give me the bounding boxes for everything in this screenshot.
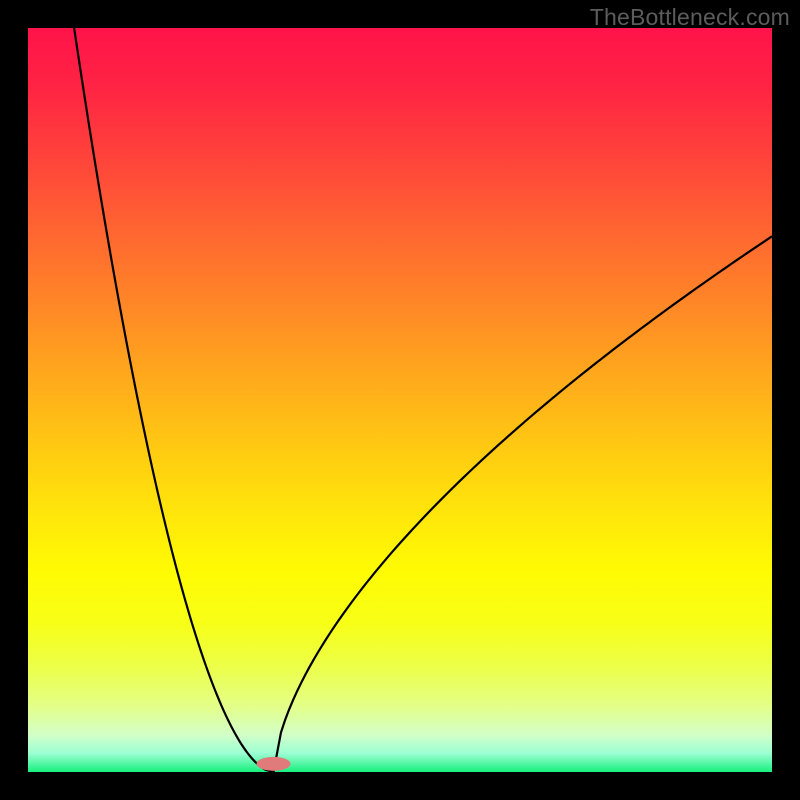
chart-frame: TheBottleneck.com <box>0 0 800 800</box>
plot-background <box>28 28 772 772</box>
watermark-text: TheBottleneck.com <box>590 4 790 31</box>
minimum-marker <box>257 757 291 771</box>
bottleneck-chart <box>0 0 800 800</box>
